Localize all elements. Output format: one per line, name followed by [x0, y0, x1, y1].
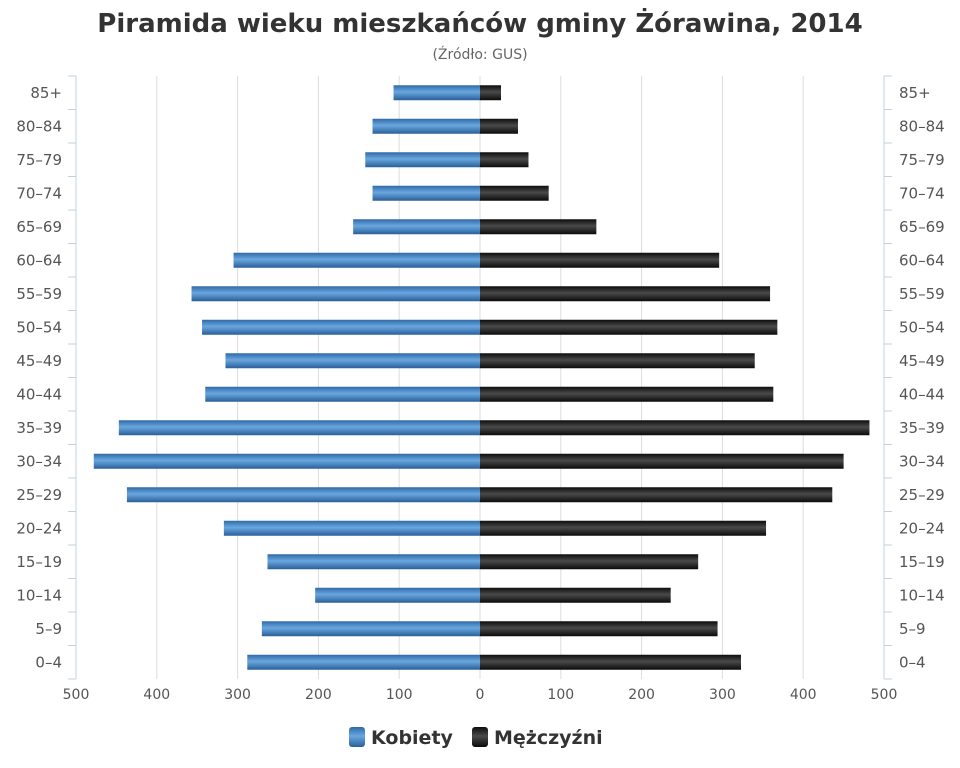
bar-men [480, 420, 870, 436]
bar-women [233, 252, 480, 268]
legend-label-women: Kobiety [371, 727, 454, 749]
bar-women [353, 219, 480, 235]
category-label-left: 45–49 [16, 352, 62, 370]
bar-men [480, 152, 529, 168]
gridlines [68, 75, 892, 680]
bar-women [118, 420, 480, 436]
category-label-left: 15–19 [16, 553, 62, 571]
category-labels: 85+ 85+ 80–84 80–84 75–79 75–79 70–74 70–74 65–6… [16, 84, 944, 672]
category-label-right: 30–34 [899, 452, 945, 470]
category-label-left: 55–59 [16, 285, 62, 303]
category-label-right: 25–29 [899, 486, 945, 504]
x-tick-label: 200 [305, 687, 332, 703]
bar-men [480, 85, 502, 101]
bars [93, 85, 870, 670]
legend-swatch-women [349, 727, 365, 747]
x-tick-label: 500 [871, 687, 898, 703]
chart-subtitle: (Źródło: GUS) [432, 45, 527, 63]
category-label-left: 70–74 [16, 184, 62, 202]
category-label-left: 25–29 [16, 486, 62, 504]
category-label-right: 0–4 [899, 653, 926, 671]
bar-men [480, 453, 844, 469]
category-label-right: 35–39 [899, 419, 945, 437]
category-label-left: 35–39 [16, 419, 62, 437]
bar-women [126, 487, 481, 503]
bar-men [480, 487, 833, 503]
bar-men [480, 286, 771, 302]
category-label-left: 50–54 [16, 318, 62, 336]
x-tick-label: 300 [709, 687, 736, 703]
category-label-left: 10–14 [16, 586, 62, 604]
category-label-right: 10–14 [899, 586, 945, 604]
category-label-right: 5–9 [899, 620, 926, 638]
bar-women [365, 152, 480, 168]
category-label-left: 20–24 [16, 519, 62, 537]
bar-women [261, 621, 480, 637]
bar-men [480, 118, 518, 134]
bar-women [393, 85, 480, 101]
category-label-right: 70–74 [899, 184, 945, 202]
category-label-right: 55–59 [899, 285, 945, 303]
category-label-left: 40–44 [16, 385, 62, 403]
bar-women [315, 587, 480, 603]
bar-women [223, 520, 480, 536]
legend-swatch-men [472, 727, 488, 747]
bar-men [480, 520, 767, 536]
bar-men [480, 353, 755, 369]
bar-women [372, 118, 480, 134]
category-label-right: 40–44 [899, 385, 945, 403]
x-tick-label: 400 [790, 687, 817, 703]
x-tick-label: 200 [628, 687, 655, 703]
category-label-left: 60–64 [16, 251, 62, 269]
bar-women [247, 654, 480, 670]
x-tick-label: 400 [143, 687, 170, 703]
x-tick-label: 500 [63, 687, 90, 703]
bar-men [480, 654, 741, 670]
bar-men [480, 219, 597, 235]
bar-men [480, 319, 778, 335]
bar-women [205, 386, 480, 402]
category-label-right: 60–64 [899, 251, 945, 269]
x-axis-ticks: 500 400 300 200 100 0 100 200 300 400 500 [63, 687, 898, 703]
category-label-right: 65–69 [899, 218, 945, 236]
category-label-left: 85+ [30, 84, 62, 102]
bar-men [480, 621, 718, 637]
category-label-right: 85+ [899, 84, 931, 102]
x-tick-label: 300 [224, 687, 251, 703]
bar-women [267, 554, 480, 570]
chart-title: Piramida wieku mieszkańców gminy Żórawin… [97, 7, 862, 39]
x-tick-label: 100 [386, 687, 413, 703]
bar-women [202, 319, 480, 335]
bar-women [225, 353, 480, 369]
category-label-left: 80–84 [16, 117, 62, 135]
category-label-left: 0–4 [35, 653, 62, 671]
category-label-left: 65–69 [16, 218, 62, 236]
bar-women [93, 453, 480, 469]
category-label-left: 30–34 [16, 452, 62, 470]
category-label-left: 5–9 [35, 620, 62, 638]
category-label-right: 20–24 [899, 519, 945, 537]
category-label-right: 80–84 [899, 117, 945, 135]
bar-men [480, 252, 720, 268]
category-label-left: 75–79 [16, 151, 62, 169]
bar-men [480, 185, 549, 201]
x-tick-label: 100 [547, 687, 574, 703]
bar-women [372, 185, 480, 201]
x-tick-label: 0 [476, 687, 485, 703]
category-label-right: 15–19 [899, 553, 945, 571]
category-label-right: 50–54 [899, 318, 945, 336]
category-label-right: 45–49 [899, 352, 945, 370]
bar-men [480, 554, 699, 570]
legend-label-men: Mężczyźni [494, 727, 603, 749]
bar-men [480, 386, 774, 402]
bar-men [480, 587, 671, 603]
bar-women [191, 286, 480, 302]
category-label-right: 75–79 [899, 151, 945, 169]
legend: Kobiety Mężczyźni [349, 727, 603, 749]
